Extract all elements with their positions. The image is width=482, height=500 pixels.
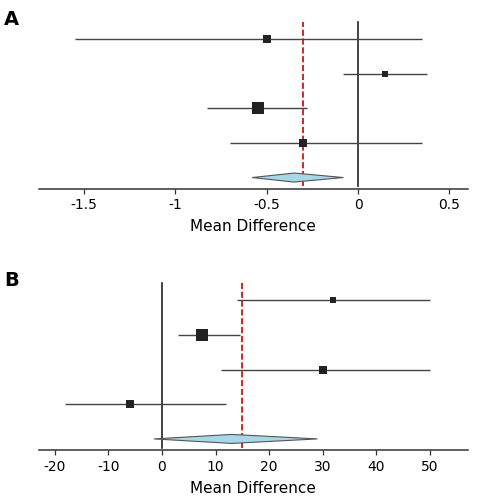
Text: A: A [4,10,19,29]
X-axis label: Mean Difference: Mean Difference [190,480,316,496]
X-axis label: Mean Difference: Mean Difference [190,220,316,234]
Polygon shape [252,173,343,182]
Text: B: B [4,272,19,290]
Polygon shape [154,434,317,444]
